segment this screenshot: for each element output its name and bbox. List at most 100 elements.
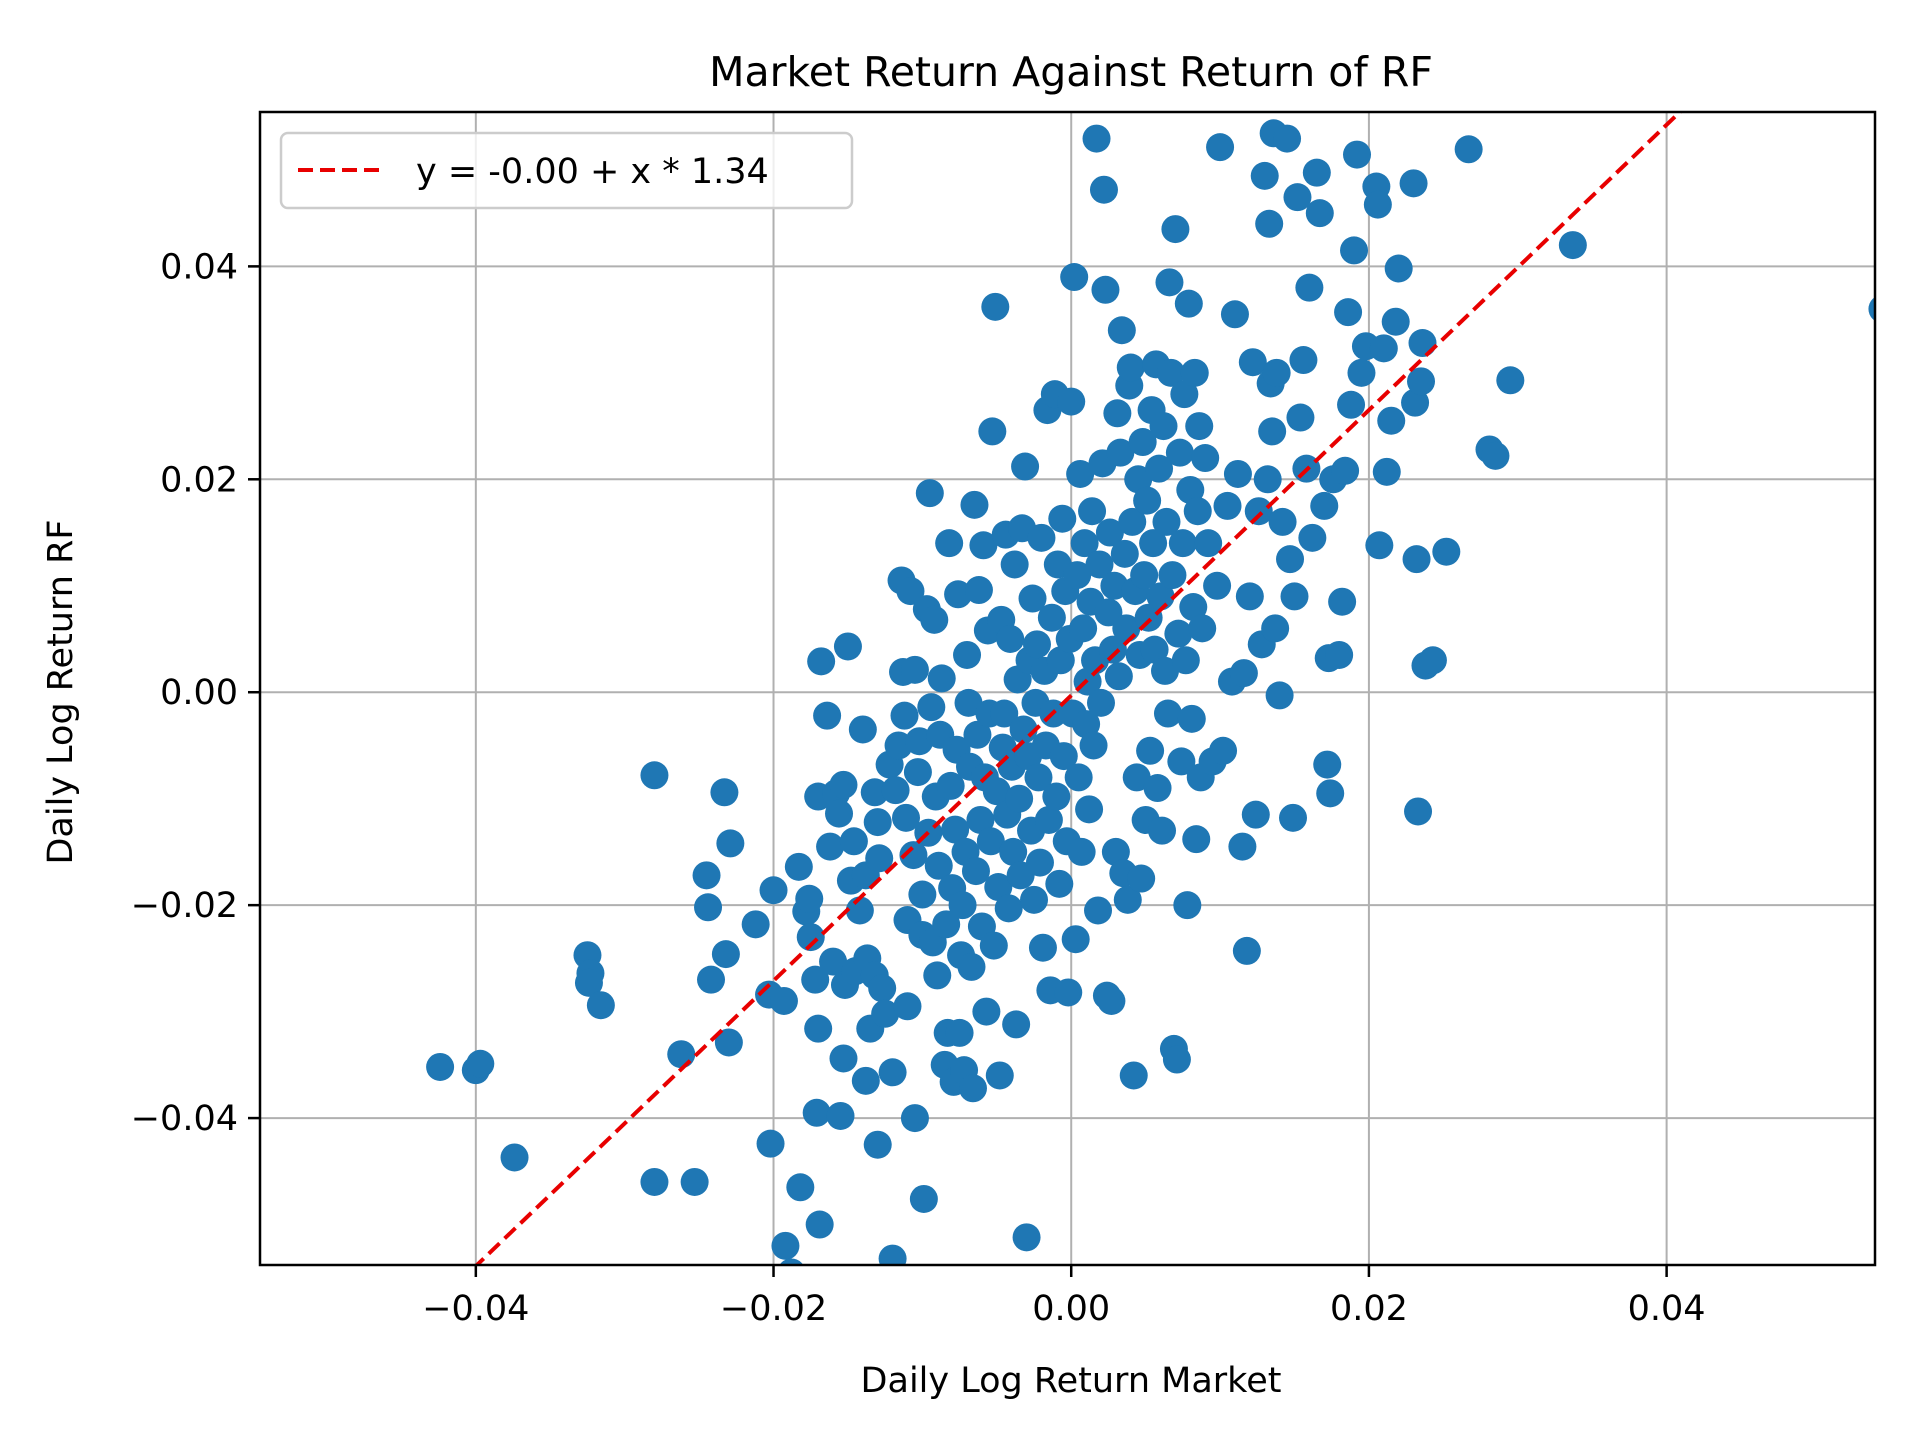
data-point bbox=[1194, 529, 1223, 558]
data-point bbox=[1868, 297, 1875, 321]
data-point bbox=[640, 761, 669, 790]
data-point bbox=[1139, 529, 1168, 558]
data-point bbox=[1025, 848, 1054, 877]
data-point bbox=[1232, 936, 1261, 965]
data-point bbox=[1134, 603, 1163, 632]
data-point bbox=[1118, 507, 1147, 536]
data-point bbox=[1020, 885, 1049, 914]
data-point bbox=[829, 770, 858, 799]
data-point bbox=[825, 799, 854, 828]
data-point bbox=[1369, 334, 1398, 363]
data-point bbox=[1401, 388, 1430, 417]
data-point bbox=[1209, 736, 1238, 765]
data-point bbox=[893, 992, 922, 1021]
data-point bbox=[779, 1258, 804, 1265]
data-point bbox=[1046, 646, 1075, 675]
data-point bbox=[1363, 190, 1392, 219]
data-point bbox=[1262, 358, 1291, 387]
data-point bbox=[1164, 619, 1193, 648]
x-axis-label: Daily Log Return Market bbox=[861, 1361, 1282, 1401]
data-point bbox=[1241, 800, 1270, 829]
data-point bbox=[1334, 298, 1363, 327]
data-point bbox=[1084, 896, 1113, 925]
data-point bbox=[1146, 582, 1175, 611]
data-point bbox=[909, 1184, 938, 1213]
data-point bbox=[1185, 412, 1214, 441]
data-point bbox=[1213, 491, 1242, 520]
data-point bbox=[1085, 550, 1114, 579]
scatter-points bbox=[426, 119, 1875, 1265]
data-point bbox=[1161, 215, 1190, 244]
x-tick-label: −0.02 bbox=[720, 1289, 827, 1329]
data-point bbox=[1063, 561, 1092, 590]
data-point bbox=[958, 1074, 987, 1103]
data-point bbox=[1057, 387, 1086, 416]
axes-frame bbox=[258, 110, 1877, 1267]
data-point bbox=[1167, 747, 1196, 776]
data-point bbox=[1094, 598, 1123, 627]
data-point bbox=[1183, 497, 1212, 526]
data-point bbox=[426, 1052, 455, 1081]
data-point bbox=[915, 479, 944, 508]
data-point bbox=[694, 893, 723, 922]
data-point bbox=[1022, 630, 1051, 659]
data-point bbox=[1086, 688, 1115, 717]
data-point bbox=[795, 884, 824, 913]
regression-line bbox=[474, 112, 1683, 1265]
data-point bbox=[927, 664, 956, 693]
data-point bbox=[1182, 825, 1211, 854]
data-point bbox=[1122, 763, 1151, 792]
data-point bbox=[1407, 367, 1436, 396]
data-point bbox=[1082, 124, 1111, 153]
data-point bbox=[972, 997, 1001, 1026]
data-point bbox=[936, 771, 965, 800]
data-point bbox=[1331, 456, 1360, 485]
data-point bbox=[1000, 550, 1029, 579]
x-tick-label: 0.02 bbox=[1330, 1289, 1408, 1329]
data-point bbox=[1106, 438, 1135, 467]
data-point bbox=[1011, 452, 1040, 481]
data-point bbox=[1235, 582, 1264, 611]
legend-box bbox=[279, 131, 854, 210]
data-point bbox=[1095, 518, 1124, 547]
data-point bbox=[1097, 986, 1126, 1015]
data-point bbox=[801, 965, 830, 994]
data-point bbox=[1343, 140, 1372, 169]
data-point bbox=[1168, 529, 1197, 558]
data-point bbox=[1402, 545, 1431, 574]
data-point bbox=[1002, 1010, 1031, 1039]
data-point bbox=[711, 940, 740, 969]
data-point bbox=[1180, 358, 1209, 387]
data-point bbox=[963, 720, 992, 749]
data-point bbox=[697, 965, 726, 994]
data-point bbox=[863, 1130, 892, 1159]
data-point bbox=[903, 758, 932, 787]
data-point bbox=[1313, 750, 1342, 779]
data-point bbox=[805, 1210, 834, 1239]
data-point bbox=[1078, 497, 1107, 526]
data-point bbox=[714, 1028, 743, 1057]
data-point bbox=[1104, 662, 1133, 691]
data-point bbox=[1206, 133, 1235, 162]
data-point bbox=[1079, 731, 1108, 760]
data-point bbox=[1143, 774, 1172, 803]
data-point bbox=[640, 1167, 669, 1196]
data-point bbox=[1018, 584, 1047, 613]
data-point bbox=[1399, 169, 1428, 198]
data-point bbox=[1145, 454, 1174, 483]
data-point bbox=[1238, 348, 1267, 377]
y-axis-ticks: −0.04 −0.02 0.00 0.02 0.04 bbox=[131, 247, 260, 1139]
data-point bbox=[957, 952, 986, 981]
data-point bbox=[1188, 614, 1217, 643]
data-point bbox=[954, 688, 983, 717]
data-point bbox=[966, 805, 995, 834]
y-tick-label: 0.04 bbox=[160, 247, 238, 287]
data-point bbox=[884, 731, 913, 760]
data-point bbox=[1250, 161, 1279, 190]
data-point bbox=[1265, 681, 1294, 710]
y-tick-label: −0.04 bbox=[131, 1099, 238, 1139]
data-point bbox=[1153, 699, 1182, 728]
data-point bbox=[1279, 803, 1308, 832]
data-point bbox=[860, 778, 889, 807]
data-point bbox=[1069, 614, 1098, 643]
